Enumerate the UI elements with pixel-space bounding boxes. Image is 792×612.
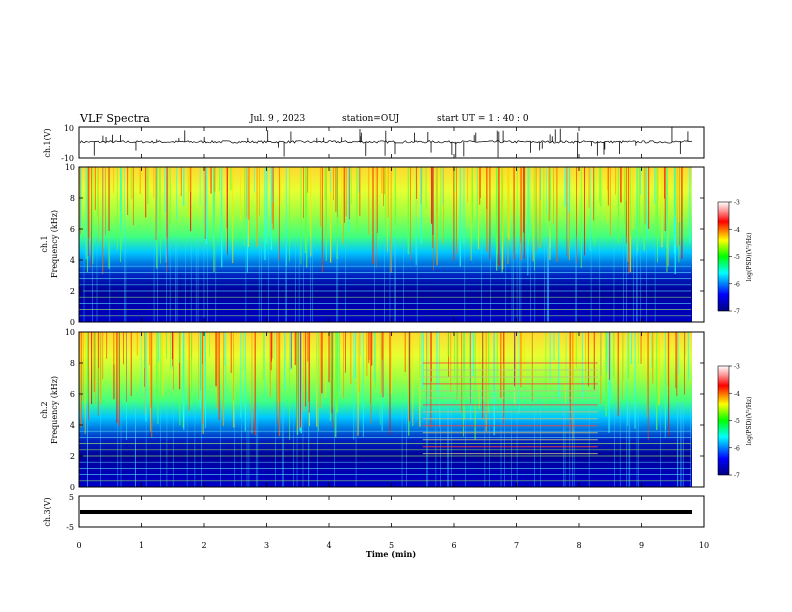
ch2-spectrogram-marks [78,332,704,487]
ch1-spec-ylabel-frequency: Frequency (kHz) [50,210,59,278]
time-axis-label: Time (min) [366,549,416,559]
ch1-colorbar-label: log(PSD)(V²/Hz) [746,233,753,282]
frequency-tick-label: 2 [70,287,75,296]
ch1-colorbar-gradient [717,201,730,312]
ch3-waveform-panel: 5 -5 ch.3(V) 0 1 2 3 4 5 6 7 8 9 10 Time (min) [43,127,709,559]
ch2-spectrogram-yticks: 0 2 4 6 8 10 [65,328,704,492]
ch2-colorbar-label: log(PSD)(V²/Hz) [746,397,753,446]
frequency-tick-label: 6 [70,390,75,399]
ch1-wave-ylabel: ch.1(V) [43,128,52,157]
colorbar-tick-label: -4 [734,227,740,234]
time-tick-label: 5 [389,541,394,550]
ch1-spectrogram-panel: 0 2 4 6 8 10 ch.1 Frequency (kHz) [40,163,705,327]
ch3-wave-ytick-bottom: -5 [66,523,74,532]
time-tick-label: 2 [201,541,206,550]
colorbar-tick-label: -6 [734,281,740,288]
time-tick-label: 6 [451,541,456,550]
frequency-tick-label: 6 [70,225,75,234]
ch1-waveform-spikes [93,127,689,158]
spectrogram-end-gap [692,332,704,487]
ch3-wave-ytick-top: 5 [69,493,74,502]
frequency-tick-label: 10 [65,328,75,337]
frequency-tick-label: 8 [70,194,75,203]
ch1-waveform-panel: 10 -10 ch.1(V) [43,124,705,163]
frequency-tick-label: 10 [65,163,75,172]
frequency-tick-label: 0 [70,483,75,492]
colorbar-tick-label: -5 [734,418,740,425]
ch2-colorbar: -3 -4 -5 -6 -7 log(PSD)(V²/Hz) [717,364,753,480]
colorbar-tick-label: -7 [734,473,740,480]
ch1-spec-ylabel-channel: ch.1 [40,235,49,252]
colorbar-tick-label: -3 [734,200,740,207]
time-tick-label: 10 [699,541,709,550]
time-tick-label: 3 [264,541,269,550]
ch1-wave-ytick-bottom: -10 [61,154,74,163]
ch2-spectrogram-panel: 0 2 4 6 8 10 ch.2 Frequency (kHz) [40,328,705,492]
colorbar-tick-label: -3 [734,364,740,371]
time-tick-label: 9 [639,541,644,550]
frequency-tick-label: 4 [70,256,75,265]
ch1-wave-ytick-top: 10 [64,124,74,133]
ch1-waveform-frame [78,126,705,159]
colorbar-tick-label: -6 [734,445,740,452]
ch1-spectrogram-marks [78,167,704,322]
ch2-spec-ylabel-channel: ch.2 [40,401,49,418]
ch2-spec-ylabel-frequency: Frequency (kHz) [50,376,59,444]
ch2-colorbar-gradient [717,365,730,476]
frequency-tick-label: 2 [70,452,75,461]
start-ut-label: start UT = 1 : 40 : 0 [437,114,529,124]
colorbar-tick-label: -7 [734,309,740,316]
time-tick-label: 0 [76,541,81,550]
frequency-tick-label: 4 [70,421,75,430]
time-axis-ticks: 0 1 2 3 4 5 6 7 8 9 10 [76,127,709,550]
colorbar-tick-label: -4 [734,391,740,398]
ch1-colorbar-ticks: -3 -4 -5 -6 -7 [729,200,740,316]
figure-title: VLF Spectra [80,112,150,125]
colorbar-tick-label: -5 [734,254,740,261]
time-tick-label: 7 [514,541,519,550]
frequency-tick-label: 8 [70,359,75,368]
time-tick-label: 1 [139,541,144,550]
frequency-tick-label: 0 [70,318,75,327]
time-tick-label: 4 [326,541,331,550]
spectrogram-end-gap [692,167,704,322]
time-tick-label: 8 [576,541,581,550]
date-label: Jul. 9 , 2023 [250,114,306,124]
station-label: station=OUJ [342,114,400,124]
ch1-spectrogram-yticks: 0 2 4 6 8 10 [65,163,704,327]
ch1-colorbar: -3 -4 -5 -6 -7 log(PSD)(V²/Hz) [717,200,753,316]
ch2-colorbar-ticks: -3 -4 -5 -6 -7 [729,364,740,480]
ch3-wave-ylabel: ch.3(V) [43,497,52,526]
